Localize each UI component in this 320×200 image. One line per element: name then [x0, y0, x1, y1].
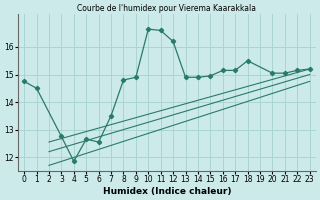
X-axis label: Humidex (Indice chaleur): Humidex (Indice chaleur): [103, 187, 231, 196]
Title: Courbe de l'humidex pour Vierema Kaarakkala: Courbe de l'humidex pour Vierema Kaarakk…: [77, 4, 256, 13]
